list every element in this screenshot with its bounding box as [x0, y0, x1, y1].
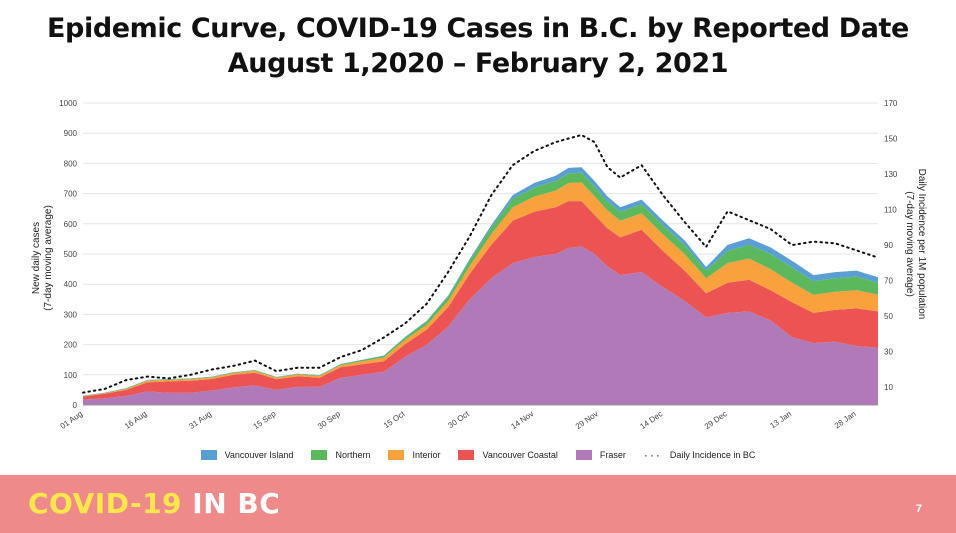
- y-tick-label: 200: [64, 341, 78, 350]
- y-axis-label-left: New daily cases (7-day moving average): [31, 205, 54, 311]
- logo-text-in-bc: IN BC: [192, 487, 281, 520]
- area-vancouver-coastal: [83, 201, 878, 400]
- legend-label: Interior: [412, 450, 441, 460]
- y2-tick-label: 150: [884, 135, 898, 144]
- legend-label: Daily Incidence in BC: [669, 450, 756, 460]
- legend-label: Fraser: [599, 450, 626, 460]
- x-tick-label: 29 Nov: [574, 409, 600, 431]
- legend-item: Vancouver Island: [200, 450, 294, 460]
- epidemic-curve-chart: 0 100 200 300 400 500 600 700 800 900 1000 10 30 50 70…: [59, 99, 898, 431]
- legend-item: Vancouver Coastal: [458, 450, 558, 460]
- y-tick-label: 100: [64, 371, 78, 380]
- x-tick-label: 31 Aug: [187, 409, 213, 431]
- y-tick-label: 600: [64, 220, 78, 229]
- y-tick-label: 900: [64, 129, 78, 138]
- legend-item: ··· Daily Incidence in BC: [643, 448, 756, 462]
- x-tick-label: 15 Oct: [382, 409, 407, 430]
- y2-tick-label: 170: [884, 99, 898, 108]
- incidence-line: [82, 133, 879, 394]
- x-tick-label: 29 Dec: [703, 409, 729, 431]
- y-axis-label-right: Daily Incidence per 1M population (7-day …: [904, 168, 927, 320]
- y2-tick-label: 130: [884, 170, 898, 179]
- x-tick-label: 14 Nov: [509, 409, 535, 431]
- y2-tick-label: 110: [884, 206, 897, 215]
- legend-swatch: [458, 450, 475, 460]
- y2-tick-label: 30: [884, 348, 893, 357]
- y2-tick-label: 70: [884, 277, 893, 286]
- chart-legend: Vancouver Island Northern Interior Vancouve…: [0, 448, 956, 462]
- y-tick-label: 500: [64, 250, 78, 259]
- legend-swatch: [388, 450, 405, 460]
- footer-bar: COVID-19 IN BC 7: [0, 475, 956, 533]
- x-tick-label: 28 Jan: [833, 409, 858, 430]
- legend-item: Fraser: [575, 450, 626, 460]
- legend-label: Northern: [335, 450, 371, 460]
- x-tick-label: 01 Aug: [59, 409, 85, 431]
- legend-item: Northern: [311, 450, 370, 460]
- logo-text-covid: COVID-19: [28, 487, 183, 520]
- x-tick-label: 15 Sep: [252, 409, 278, 431]
- legend-item: Interior: [388, 450, 440, 460]
- chart-title-line2: August 1,2020 – February 2, 2021: [227, 48, 729, 79]
- legend-label: Vancouver Island: [224, 450, 294, 460]
- legend-label: Vancouver Coastal: [482, 450, 558, 460]
- area-fraser: [83, 246, 878, 405]
- chart-title-line1: Epidemic Curve, COVID-19 Cases in B.C. b…: [47, 13, 909, 44]
- y2-tick-label: 50: [884, 312, 893, 321]
- y2-tick-label: 90: [884, 241, 893, 250]
- x-tick-label: 16 Aug: [123, 409, 149, 431]
- x-tick-label: 30 Sep: [316, 409, 342, 431]
- covid-in-bc-logo: COVID-19 IN BC: [28, 487, 280, 520]
- y-tick-label: 300: [64, 310, 78, 319]
- y-tick-label: 0: [73, 401, 78, 410]
- x-tick-label: 30 Oct: [446, 409, 471, 430]
- legend-swatch: [200, 450, 217, 460]
- x-tick-label: 14 Dec: [638, 409, 664, 431]
- legend-swatch: [575, 450, 592, 460]
- y-tick-label: 800: [64, 159, 78, 168]
- y-tick-label: 1000: [59, 99, 77, 108]
- legend-dots-icon: ···: [643, 448, 662, 462]
- y-tick-label: 400: [64, 280, 78, 289]
- page-number: 7: [915, 503, 922, 515]
- legend-swatch: [311, 450, 328, 460]
- y2-tick-label: 10: [884, 383, 893, 392]
- x-tick-label: 13 Jan: [768, 409, 793, 430]
- y-tick-label: 700: [64, 190, 78, 199]
